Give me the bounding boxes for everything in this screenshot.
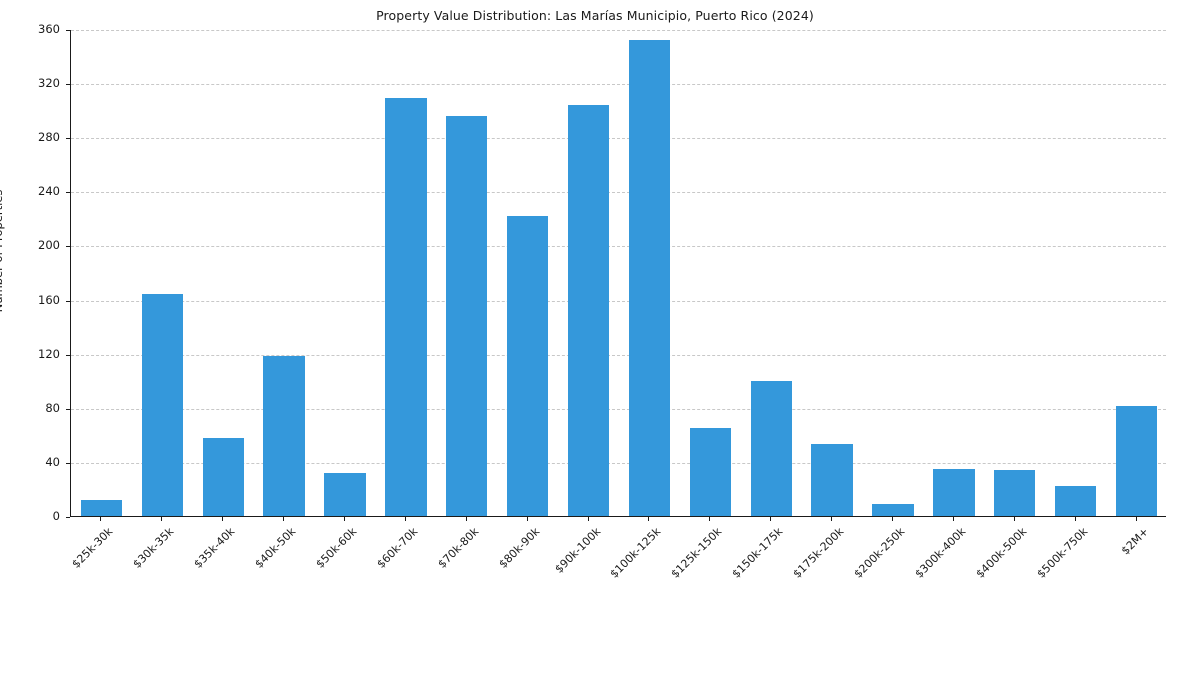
y-tick-mark: [66, 30, 70, 31]
gridline: [71, 84, 1166, 86]
bar: [872, 503, 914, 516]
bar: [385, 98, 427, 516]
gridline: [71, 408, 1166, 410]
x-tick-mark: [465, 517, 467, 521]
x-tick-mark: [952, 517, 954, 521]
y-tick-label: 0: [52, 509, 60, 523]
gridline: [71, 30, 1166, 31]
y-tick-label: 80: [45, 400, 60, 415]
gridline: [71, 462, 1166, 464]
plot-area: [70, 30, 1166, 517]
x-tick-mark: [1013, 517, 1015, 521]
y-tick-mark: [66, 462, 70, 464]
x-tick-mark: [344, 517, 345, 521]
x-tick-mark: [587, 517, 589, 521]
x-tick-mark: [283, 517, 285, 521]
x-tick-mark: [526, 517, 528, 521]
y-tick-label: 40: [45, 454, 60, 469]
y-tick-label: 120: [38, 346, 60, 361]
bar: [446, 115, 488, 516]
bar: [994, 470, 1036, 516]
x-tick-mark: [770, 517, 772, 521]
y-tick-mark: [66, 354, 70, 356]
gridline: [71, 138, 1166, 140]
bar: [689, 428, 732, 516]
x-tick-mark: [648, 517, 650, 521]
y-tick-mark: [66, 408, 70, 410]
bar: [811, 444, 853, 516]
gridline: [71, 192, 1166, 194]
y-tick-label: 280: [38, 130, 60, 145]
gridline: [71, 300, 1166, 302]
y-tick-label: 320: [38, 76, 60, 91]
bar: [628, 39, 671, 516]
y-tick-mark: [66, 517, 70, 518]
gridline: [71, 354, 1166, 356]
gridline: [71, 246, 1166, 248]
bar: [1115, 406, 1158, 516]
x-tick-mark: [100, 517, 102, 521]
y-tick-label: 200: [38, 238, 60, 253]
y-tick-mark: [66, 246, 70, 248]
bar: [324, 472, 366, 516]
bar: [141, 294, 184, 516]
bar: [263, 356, 305, 516]
bar: [1054, 486, 1097, 516]
bar: [506, 215, 549, 516]
y-tick-label: 360: [38, 22, 60, 36]
y-tick-mark: [66, 138, 70, 140]
y-tick-label: 160: [38, 292, 60, 307]
bar: [567, 104, 610, 516]
y-tick-mark: [66, 300, 70, 302]
x-tick-mark: [1135, 517, 1137, 521]
y-tick-mark: [66, 192, 70, 194]
x-tick-mark: [404, 517, 406, 521]
x-tick-mark: [161, 517, 163, 521]
x-tick-mark: [831, 517, 833, 521]
x-tick-mark: [1074, 517, 1076, 521]
bar: [933, 468, 975, 516]
x-tick-mark: [892, 517, 893, 521]
bar: [202, 437, 244, 516]
bar-chart-figure: Property Value Distribution: Las Marías …: [0, 8, 1166, 581]
y-tick-label: 240: [38, 184, 60, 199]
x-tick-mark: [709, 517, 711, 521]
x-tick-mark: [222, 517, 224, 521]
y-tick-mark: [66, 84, 70, 86]
bar: [750, 380, 792, 516]
bar: [80, 499, 123, 516]
chart-title: Property Value Distribution: Las Marías …: [376, 8, 814, 23]
